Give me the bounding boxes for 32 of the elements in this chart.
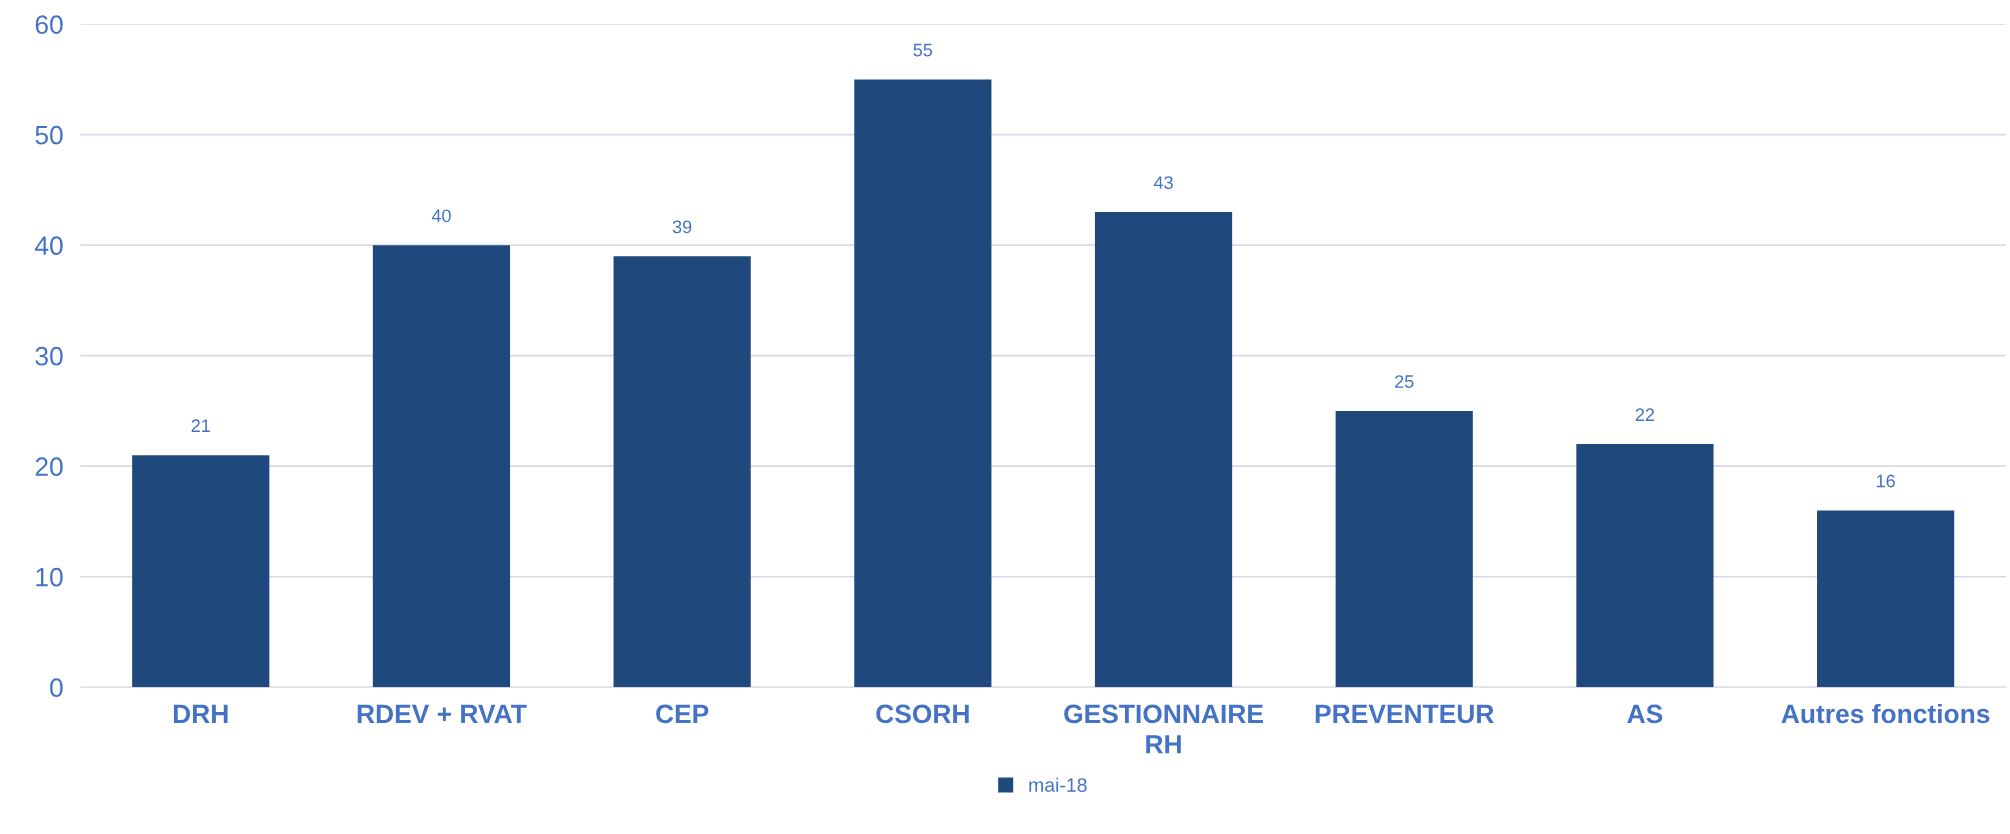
data-label: 25 (1395, 375, 1414, 388)
x-tick-label: CEP (656, 704, 709, 724)
y-tick-label: 60 (35, 15, 63, 35)
data-label: 43 (1153, 176, 1173, 190)
x-tick-label: CSORH (876, 704, 969, 724)
bar (1817, 510, 1955, 688)
x-tick-label: GESTIONNAIRE RH (1064, 704, 1263, 754)
x-tick-label: AS (1627, 704, 1663, 724)
y-tick-label: 50 (35, 125, 63, 145)
y-tick-label: 10 (36, 567, 63, 587)
data-label: 39 (672, 220, 692, 234)
bar (1576, 444, 1714, 688)
data-label: 55 (913, 43, 933, 57)
bar (132, 455, 270, 688)
x-tick-label: DRH (173, 704, 228, 724)
y-tick-label: 0 (50, 678, 63, 698)
bar (613, 256, 751, 688)
x-tick-label: Autres fonctions (1781, 703, 1990, 724)
y-tick-label: 30 (35, 346, 63, 366)
data-label: 21 (191, 419, 210, 432)
bar (854, 79, 992, 688)
data-label: 22 (1635, 408, 1655, 421)
bar (1094, 212, 1233, 688)
x-tick-label: PREVENTEUR (1315, 704, 1494, 724)
bar (372, 245, 511, 688)
legend-label: mai-18 (1029, 777, 1087, 792)
y-tick-label: 40 (34, 236, 63, 256)
data-label: 40 (431, 209, 451, 223)
y-tick-label: 20 (35, 457, 63, 477)
bar (1335, 410, 1473, 688)
data-label: 16 (1876, 474, 1895, 488)
x-tick-label: RDEV + RVAT (357, 704, 527, 724)
